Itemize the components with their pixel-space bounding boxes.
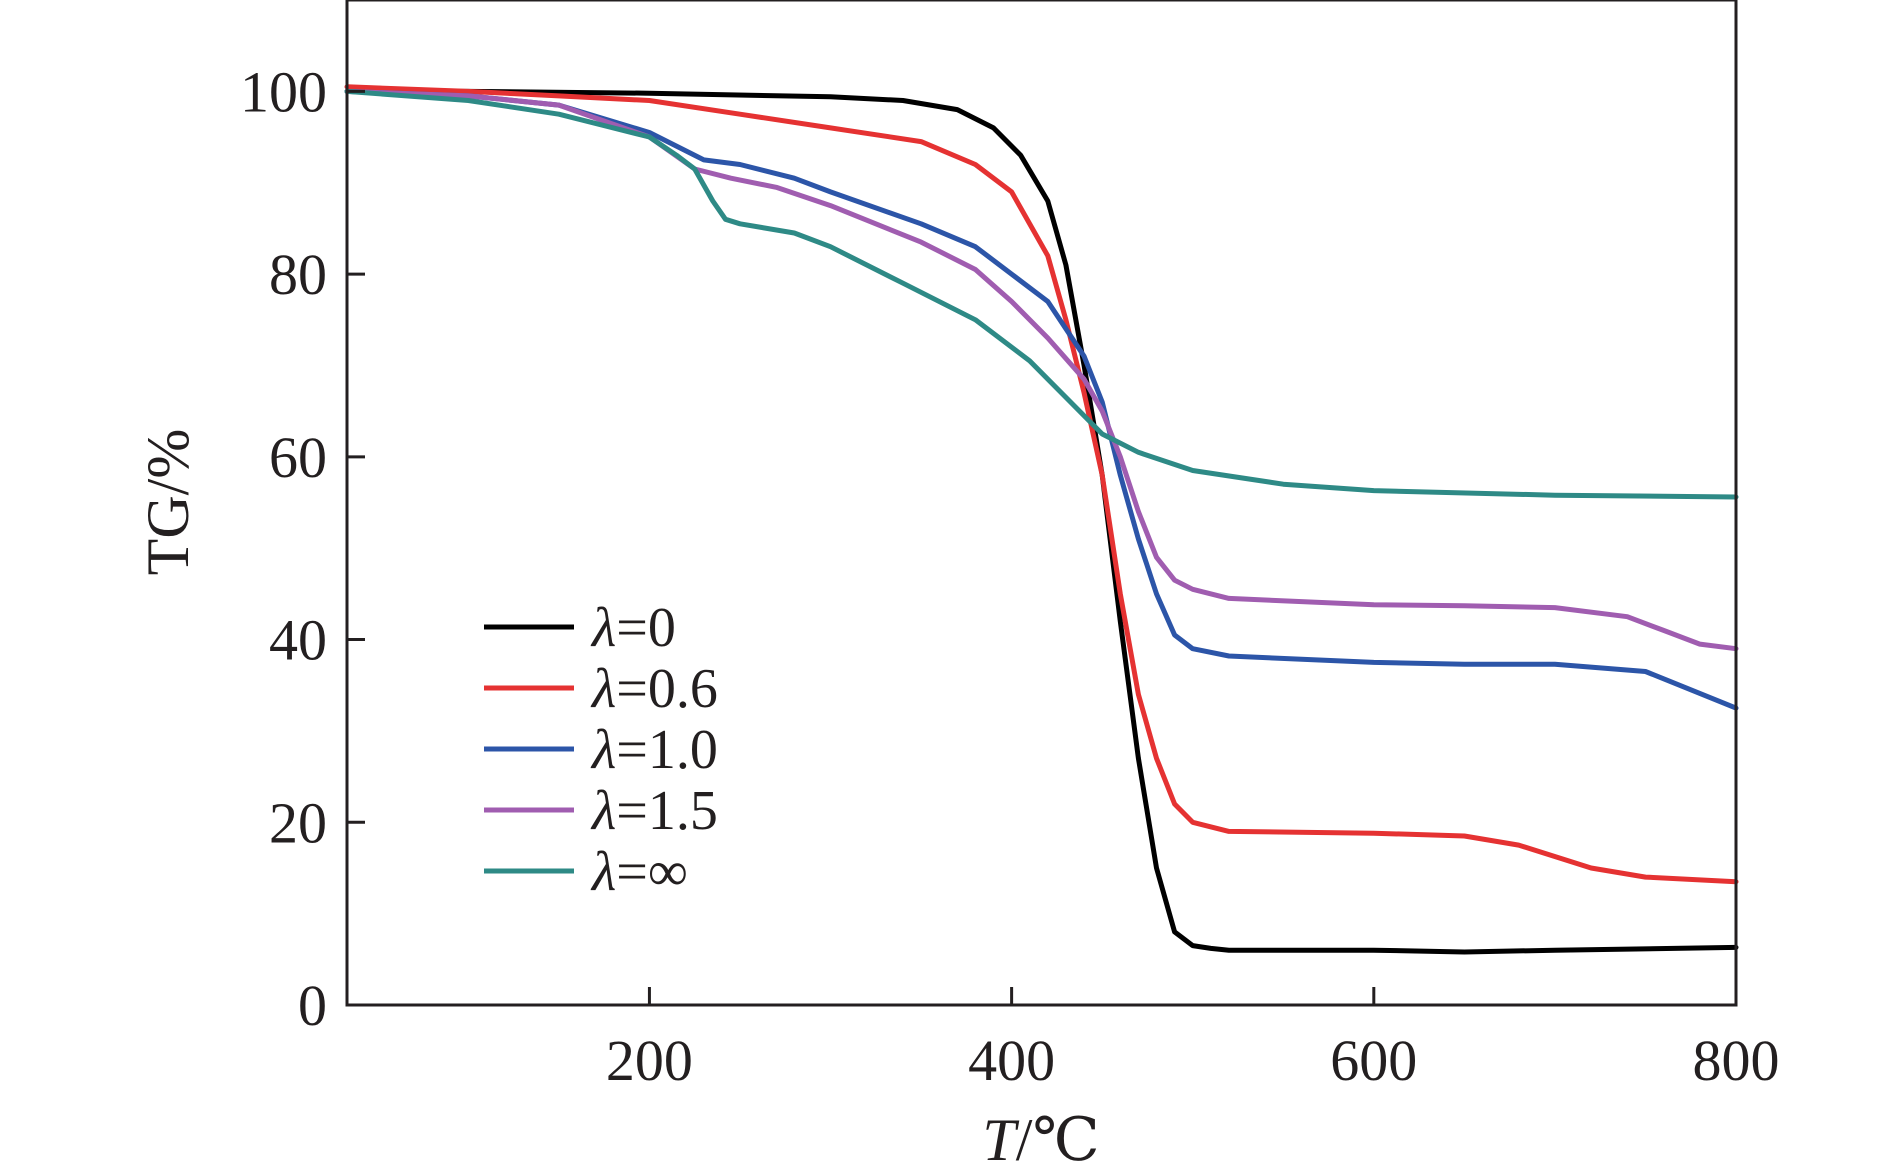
series-line-3 <box>344 88 1739 652</box>
legend-value: =1.0 <box>616 719 718 781</box>
x-tick-label: 400 <box>968 1028 1055 1093</box>
y-tick-label: 60 <box>269 425 327 490</box>
x-axis-title-variable: T <box>982 1107 1019 1169</box>
legend-symbol: λ <box>590 597 616 659</box>
plot-frame <box>345 0 1738 1007</box>
series-line-2 <box>344 88 1739 711</box>
legend-symbol: λ <box>590 658 616 720</box>
x-axis-title-unit: /℃ <box>1016 1107 1100 1169</box>
legend-symbol: λ <box>590 841 616 903</box>
y-tick-label: 100 <box>240 59 327 124</box>
legend-value: =∞ <box>616 841 688 903</box>
legend-label-2: λ=1.0 <box>590 719 718 781</box>
x-tick-label: 200 <box>606 1028 693 1093</box>
x-tick-label: 600 <box>1330 1028 1417 1093</box>
legend-label-4: λ=∞ <box>590 841 688 903</box>
x-tick-label: 800 <box>1693 1028 1780 1093</box>
x-axis-title: T/℃ <box>982 1107 1099 1169</box>
legend-symbol: λ <box>590 719 616 781</box>
legend: λ=0λ=0.6λ=1.0λ=1.5λ=∞ <box>484 597 718 903</box>
legend-label-0: λ=0 <box>590 597 676 659</box>
series-layer <box>344 84 1739 955</box>
series-line-4 <box>344 88 1739 500</box>
ticks-layer: 200 400 600 800 0 20 40 60 80 100 <box>240 59 1780 1093</box>
y-tick-label: 20 <box>269 790 327 855</box>
series-line-0 <box>344 88 1739 955</box>
y-axis-title: TG/% <box>135 429 201 576</box>
legend-label-1: λ=0.6 <box>590 658 718 720</box>
y-tick-label: 40 <box>269 608 327 673</box>
series-line-1 <box>344 84 1739 885</box>
y-tick-label: 80 <box>269 242 327 307</box>
legend-value: =0.6 <box>616 658 718 720</box>
legend-value: =1.5 <box>616 780 718 842</box>
y-tick-label: 0 <box>298 973 327 1038</box>
legend-label-3: λ=1.5 <box>590 780 718 842</box>
legend-symbol: λ <box>590 780 616 842</box>
legend-value: =0 <box>616 597 676 659</box>
